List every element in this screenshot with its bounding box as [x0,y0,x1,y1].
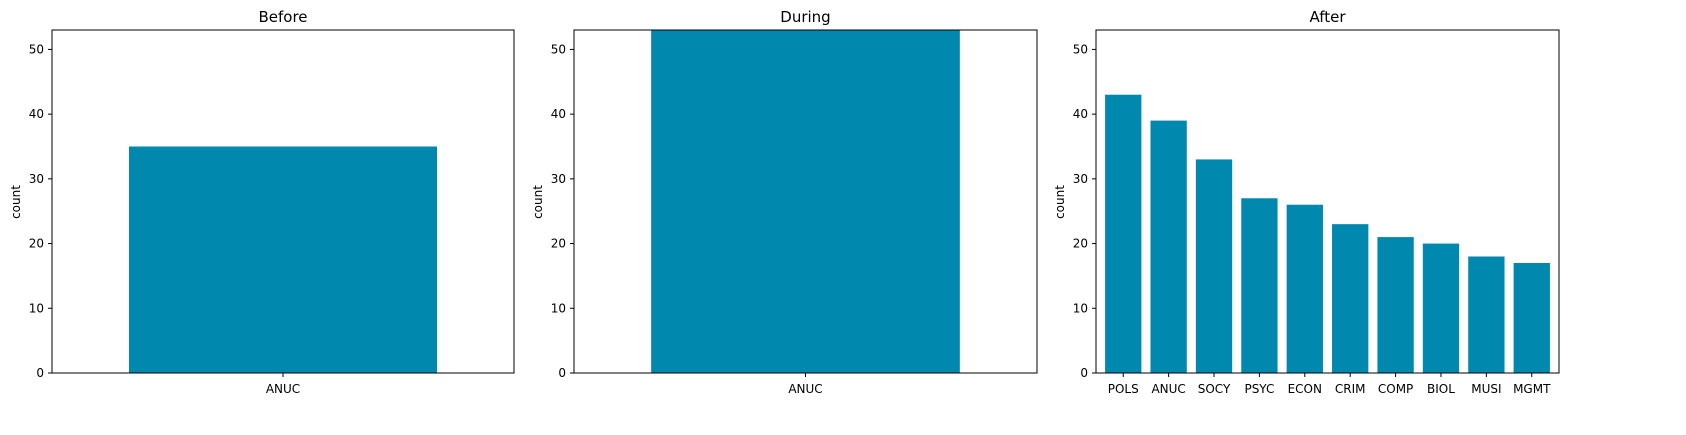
y-tick-label: 30 [1073,172,1088,186]
y-tick-label: 30 [29,172,44,186]
panel-title: Before [258,8,307,26]
y-axis-label: count [531,185,545,219]
x-tick-label: ANUC [1151,382,1185,396]
y-tick-label: 50 [29,42,44,56]
panel-after: After count POLS ANUC SOCY PSYC ECON CRIM COMP… [1053,8,1560,396]
panel-title: After [1309,8,1346,26]
x-tick-label: BIOL [1427,382,1455,396]
x-tick-label: SOCY [1198,382,1231,396]
y-tick-label: 20 [1073,237,1088,251]
bar-biol [1422,243,1460,373]
y-tick-label: 0 [1080,366,1088,380]
x-tick-label: PSYC [1244,382,1274,396]
x-tick-label: CRIM [1335,382,1366,396]
y-tick-label: 20 [551,237,566,251]
bar-anuc [651,30,960,373]
y-tick-label: 50 [1073,42,1088,56]
bar-pols [1105,94,1142,373]
axes-frame [1095,29,1560,374]
y-tick-label: 40 [1073,107,1088,121]
y-axis-label: count [1053,185,1067,219]
y-tick-label: 50 [551,42,566,56]
x-tick-label: MUSI [1471,382,1501,396]
x-tick-label: ANUC [788,382,822,396]
panel-during: During count ANUC 0 10 20 30 40 50 [531,8,1038,396]
y-tick-label: 30 [551,172,566,186]
bar-econ [1286,204,1323,373]
x-tick-label: POLS [1108,382,1139,396]
panel-before: Before count ANUC 0 10 20 30 40 50 [9,8,515,396]
bar-comp [1377,237,1414,373]
bar-psyc [1241,198,1278,373]
y-tick-label: 0 [36,366,44,380]
panel-title: During [780,8,830,26]
bar-anuc [129,146,437,373]
bar-mgmt [1513,262,1550,373]
axes-frame [573,29,1038,374]
y-tick-label: 10 [551,301,566,315]
x-tick-label: COMP [1378,382,1413,396]
bar-anuc [1150,120,1187,373]
y-tick-label: 10 [1073,301,1088,315]
y-tick-label: 40 [551,107,566,121]
bar-socy [1195,159,1233,373]
x-tick-label: ECON [1288,382,1322,396]
y-axis-label: count [9,185,23,219]
axes-frame [51,29,515,374]
bar-musi [1468,256,1505,373]
y-tick-label: 0 [558,366,566,380]
x-tick-label: ANUC [266,382,300,396]
y-tick-label: 10 [29,301,44,315]
y-tick-label: 20 [29,237,44,251]
bar-crim [1332,224,1369,373]
y-tick-label: 40 [29,107,44,121]
x-tick-label: MGMT [1513,382,1551,396]
